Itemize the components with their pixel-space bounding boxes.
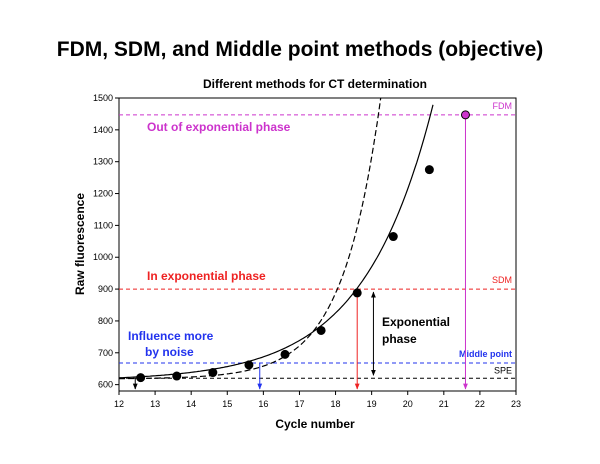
out-of-exponential-label: Out of exponential phase [147,120,291,134]
x-tick-label: 14 [186,399,196,409]
slide-title: FDM, SDM, and Middle point methods (obje… [56,38,544,61]
x-tick-label: 18 [331,399,341,409]
reference-lines: FDM SDM Middle point SPE [119,101,516,379]
y-tick-label: 1200 [93,189,113,199]
axes: 12 13 14 15 16 17 18 19 20 21 22 23 600 700 800 900 1000… [93,93,521,409]
chart-title: Different methods for CT determination [203,77,427,91]
x-tick-label: 17 [294,399,304,409]
x-tick-label: 23 [511,399,521,409]
y-tick-label: 900 [98,284,113,294]
x-tick-label: 20 [403,399,413,409]
ref-label-spe: SPE [494,365,512,375]
noise-label-line1: Influence more [128,329,214,343]
x-axis-label: Cycle number [275,417,355,431]
fitted-curves [118,97,434,380]
solid-fit-curve [118,104,434,379]
data-points [136,110,470,383]
exponential-phase-label-line1: Exponential [382,315,450,329]
x-tick-label: 22 [475,399,485,409]
y-tick-label: 1500 [93,93,113,103]
y-tick-label: 1400 [93,125,113,135]
data-point [244,360,254,370]
exponential-phase-label-line2: phase [382,332,417,346]
data-point [136,373,146,383]
y-tick-label: 800 [98,316,113,326]
data-point [208,368,218,378]
data-point [280,349,290,359]
y-tick-label: 700 [98,348,113,358]
x-tick-label: 12 [114,399,124,409]
ref-label-sdm: SDM [492,275,512,285]
data-point [388,232,398,242]
in-exponential-label: In exponential phase [147,269,266,283]
dashed-fit-curve [119,97,382,380]
y-tick-label: 1100 [94,220,113,230]
plot-frame [118,97,517,392]
ref-label-middle-point: Middle point [459,349,512,359]
x-tick-label: 13 [150,399,160,409]
x-tick-label: 15 [222,399,232,409]
y-axis-label: Raw fluorescence [73,193,87,295]
y-tick-label: 1000 [93,252,113,262]
x-tick-label: 19 [367,399,377,409]
data-point [352,288,362,298]
data-point [424,165,434,175]
noise-label-line2: by noise [145,345,194,359]
y-tick-label: 600 [98,380,113,390]
annotations: Out of exponential phase In exponential p… [128,120,450,359]
y-tick-label: 1300 [93,157,113,167]
ct-arrows [132,114,468,390]
data-point [460,110,470,120]
x-tick-label: 16 [258,399,268,409]
x-tick-label: 21 [439,399,449,409]
data-point [172,371,182,381]
ref-label-fdm: FDM [493,101,513,111]
data-point [316,325,326,335]
